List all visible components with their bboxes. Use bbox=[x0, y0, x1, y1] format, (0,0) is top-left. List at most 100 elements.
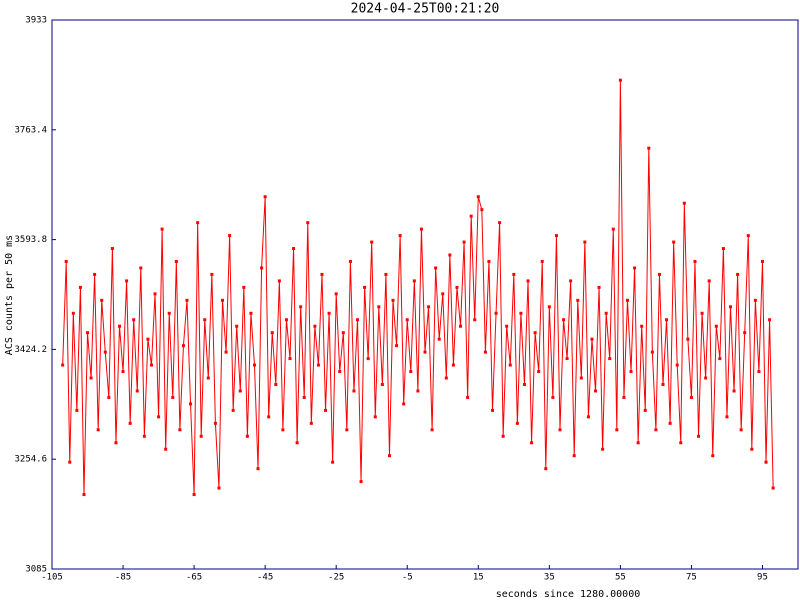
data-point bbox=[757, 370, 761, 374]
data-point bbox=[771, 486, 775, 490]
data-point bbox=[171, 395, 175, 399]
data-point bbox=[601, 447, 605, 451]
data-point bbox=[114, 441, 118, 445]
data-point bbox=[387, 454, 391, 458]
data-point bbox=[316, 363, 320, 367]
data-point bbox=[714, 324, 718, 328]
x-tick-label: 15 bbox=[473, 573, 484, 583]
data-point bbox=[654, 428, 658, 432]
data-point bbox=[142, 434, 146, 438]
data-point bbox=[643, 408, 647, 412]
data-point bbox=[68, 460, 72, 464]
data-point bbox=[530, 441, 534, 445]
data-point bbox=[526, 279, 530, 283]
data-point bbox=[110, 247, 114, 251]
data-point bbox=[359, 480, 363, 484]
data-point bbox=[729, 305, 733, 309]
data-point bbox=[551, 395, 555, 399]
data-point bbox=[334, 292, 338, 296]
data-point bbox=[519, 311, 523, 315]
data-point bbox=[185, 298, 189, 302]
data-point bbox=[668, 421, 672, 425]
data-point bbox=[132, 318, 136, 322]
data-point bbox=[629, 370, 633, 374]
data-point bbox=[270, 331, 274, 335]
data-point bbox=[675, 363, 679, 367]
data-point bbox=[231, 408, 235, 412]
data-point bbox=[263, 195, 267, 199]
x-tick-label: 75 bbox=[686, 573, 697, 583]
x-tick-label: -5 bbox=[402, 573, 413, 583]
data-line bbox=[62, 80, 774, 495]
data-point bbox=[547, 305, 551, 309]
data-point bbox=[760, 259, 764, 263]
data-point bbox=[430, 428, 434, 432]
data-point bbox=[487, 259, 491, 263]
data-point bbox=[327, 311, 331, 315]
data-point bbox=[572, 454, 576, 458]
x-tick-label: -85 bbox=[115, 573, 131, 583]
data-point bbox=[494, 311, 498, 315]
plot-frame bbox=[51, 19, 799, 570]
data-point bbox=[562, 318, 566, 322]
data-point bbox=[764, 460, 768, 464]
data-point bbox=[320, 272, 324, 276]
data-point bbox=[93, 272, 97, 276]
data-point bbox=[341, 331, 345, 335]
data-point bbox=[459, 324, 463, 328]
data-point bbox=[544, 467, 548, 471]
data-point bbox=[512, 272, 516, 276]
data-point bbox=[338, 370, 342, 374]
data-point bbox=[448, 253, 452, 257]
data-point bbox=[260, 266, 264, 270]
data-point bbox=[224, 350, 228, 354]
x-tick-label: -25 bbox=[328, 573, 344, 583]
data-point bbox=[299, 305, 303, 309]
data-point bbox=[274, 382, 278, 386]
data-point bbox=[210, 272, 214, 276]
data-point bbox=[405, 318, 409, 322]
data-point bbox=[707, 279, 711, 283]
data-point bbox=[217, 486, 221, 490]
y-tick-label: 3085 bbox=[25, 565, 47, 575]
data-point bbox=[615, 428, 619, 432]
data-point bbox=[434, 266, 438, 270]
data-point bbox=[540, 259, 544, 263]
data-point bbox=[451, 363, 455, 367]
data-point bbox=[711, 454, 715, 458]
data-point bbox=[149, 363, 153, 367]
data-point bbox=[725, 415, 729, 419]
data-point bbox=[402, 402, 406, 406]
data-point bbox=[363, 285, 367, 289]
data-point bbox=[157, 415, 161, 419]
data-point bbox=[682, 201, 686, 205]
data-point bbox=[427, 305, 431, 309]
data-point bbox=[412, 279, 416, 283]
x-tick-label: -45 bbox=[257, 573, 273, 583]
y-axis-label: ACS counts per 50 ms bbox=[4, 235, 15, 355]
data-point bbox=[700, 311, 704, 315]
data-point bbox=[252, 363, 256, 367]
data-point bbox=[288, 357, 292, 361]
data-point bbox=[82, 493, 86, 497]
data-point bbox=[345, 428, 349, 432]
data-point bbox=[490, 408, 494, 412]
data-point bbox=[78, 285, 82, 289]
x-axis-label: seconds since 1280.00000 bbox=[496, 589, 641, 600]
data-point bbox=[753, 298, 757, 302]
data-point bbox=[370, 240, 374, 244]
data-point bbox=[597, 285, 601, 289]
data-point bbox=[348, 259, 352, 263]
data-point bbox=[686, 337, 690, 341]
data-point bbox=[636, 441, 640, 445]
data-point bbox=[295, 441, 299, 445]
data-point bbox=[689, 395, 693, 399]
data-point bbox=[579, 376, 583, 380]
y-tick-label: 3424.2 bbox=[14, 345, 47, 355]
data-point bbox=[672, 240, 676, 244]
data-point bbox=[419, 227, 423, 231]
data-point bbox=[352, 389, 356, 393]
data-point bbox=[160, 227, 164, 231]
data-point bbox=[213, 421, 217, 425]
data-point bbox=[196, 221, 200, 225]
